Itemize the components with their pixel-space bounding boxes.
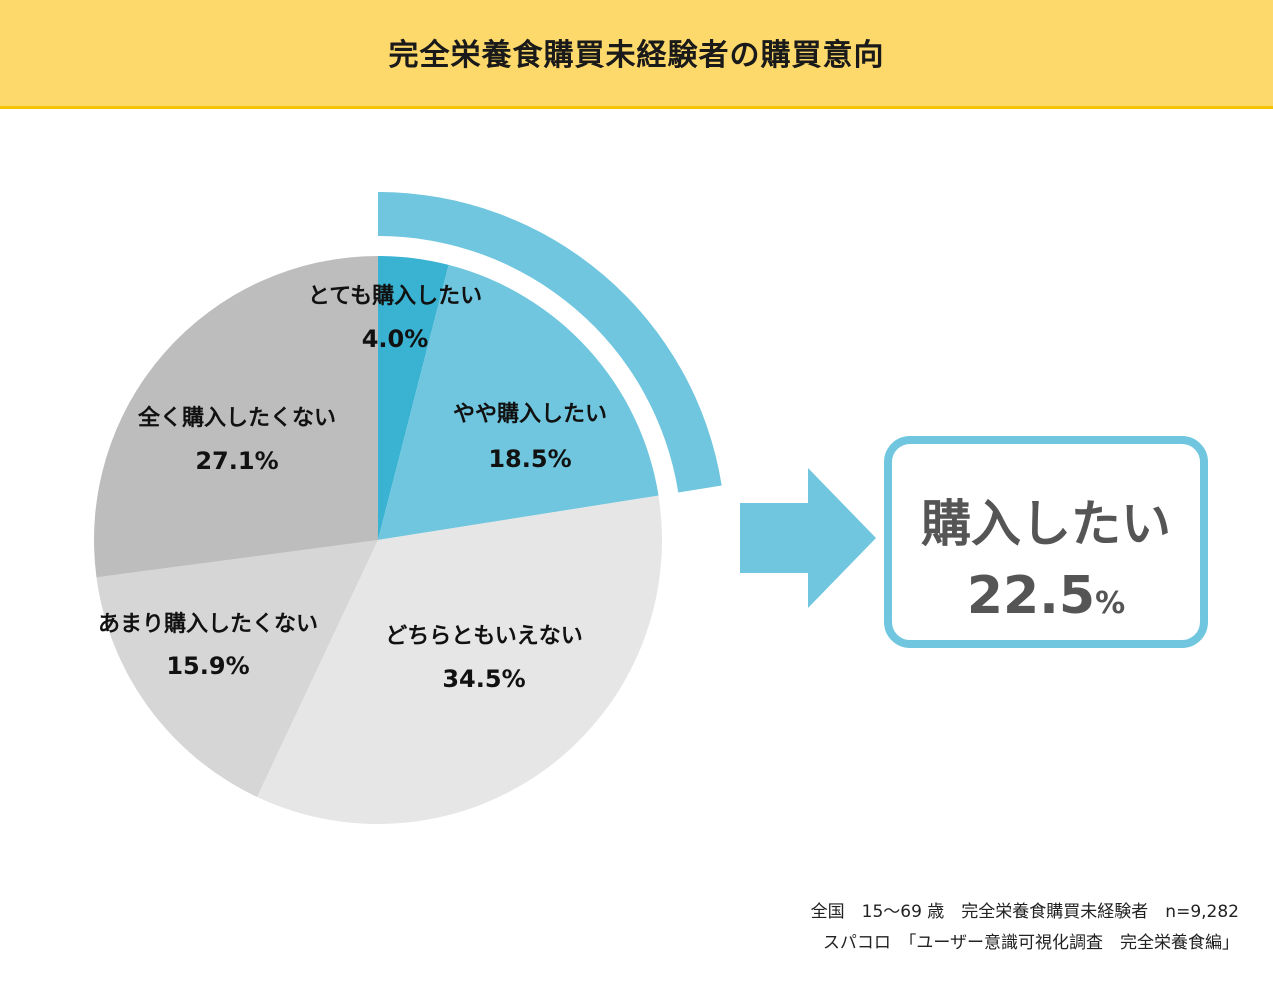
footnote-source: スパコロ 「ユーザー意識可視化調査 完全栄養食編」 [822,933,1239,953]
title-banner: 完全栄養食購買未経験者の購買意向 [0,0,1273,109]
slice-value-label: 4.0% [362,325,429,353]
slice-value-label: 18.5% [488,445,571,473]
slice-value-label: 34.5% [442,665,525,693]
pie-slice [378,264,659,540]
pie-slice [378,256,449,540]
summary-unit: % [1095,586,1126,621]
slice-category-label: やや購入したい [453,402,607,427]
summary-label: 購入したい [921,495,1171,553]
summary-value: 22.5% [892,566,1200,626]
slice-category-label: どちらともいえない [385,624,583,649]
footnote-sample: 全国 15～69 歳 完全栄養食購買未経験者 n=9,282 [810,902,1239,922]
pie-slice [93,256,378,578]
slice-category-label: とても購入したい [308,284,482,309]
slice-category-label: あまり購入したくない [98,612,318,637]
highlight-ring [378,192,722,493]
pie-slice [257,495,662,824]
right-arrow-icon [740,468,876,608]
slice-category-label: 全く購入したくない [137,405,336,431]
summary-box: 購入したい 22.5% [884,436,1208,648]
slice-value-label: 27.1% [195,447,278,475]
chart-title: 完全栄養食購買未経験者の購買意向 [388,38,885,73]
summary-number: 22.5 [966,566,1096,626]
slice-value-label: 15.9% [166,652,249,680]
pie-slice [96,540,379,797]
